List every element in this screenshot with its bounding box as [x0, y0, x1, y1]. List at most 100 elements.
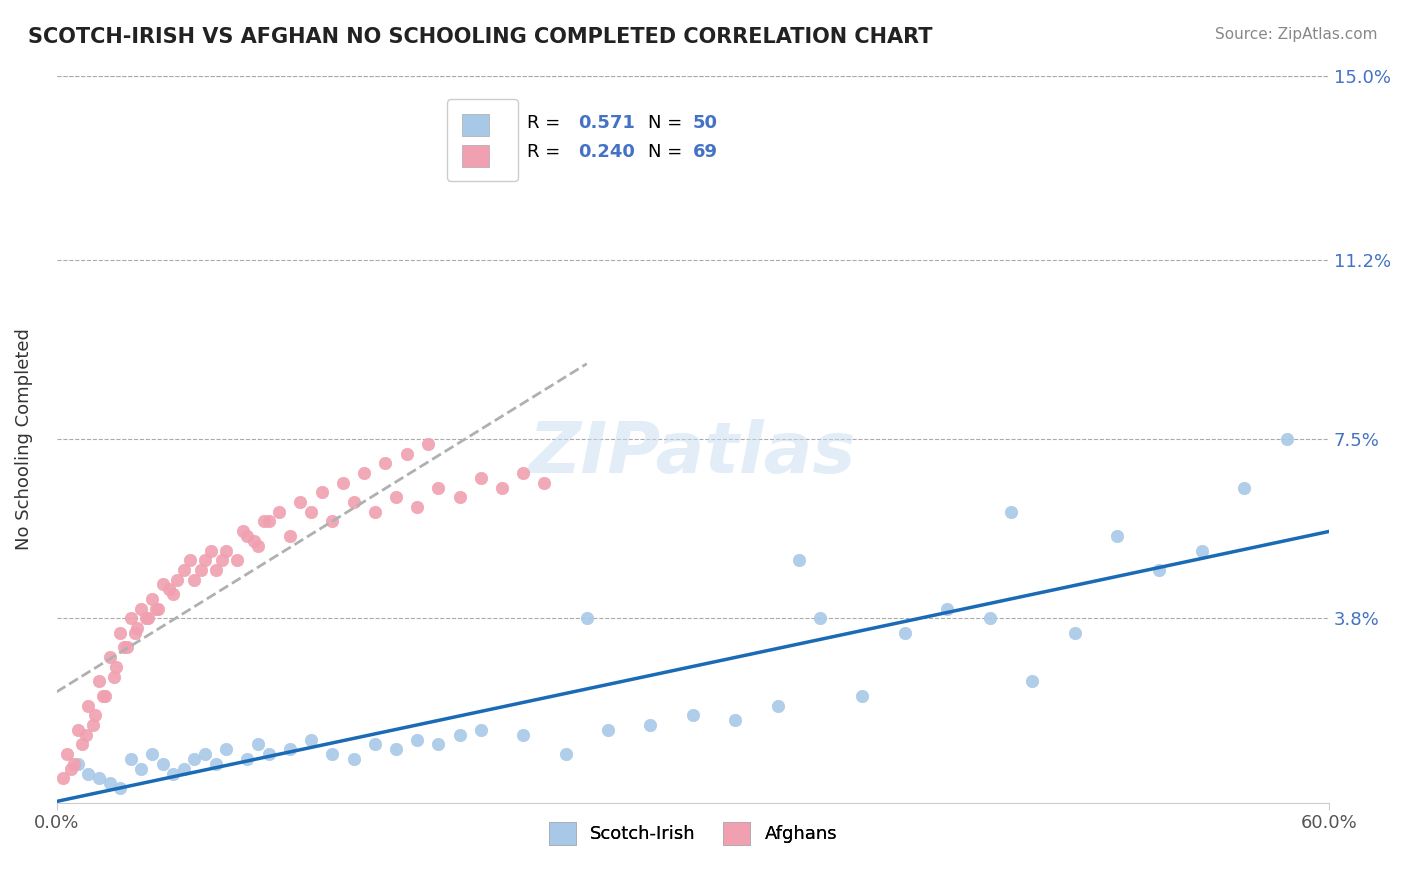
Point [682, 708, 704, 723]
Point [374, 456, 396, 470]
Point [512, 466, 534, 480]
Point [278, 529, 301, 543]
Point [211, 553, 233, 567]
Point [470, 471, 492, 485]
Point [364, 505, 387, 519]
Point [533, 475, 555, 490]
Point [120, 611, 142, 625]
Point [173, 563, 195, 577]
Point [83, 708, 105, 723]
Point [148, 601, 170, 615]
Point [135, 611, 157, 625]
Point [94, 689, 117, 703]
Point [1000, 505, 1022, 519]
Text: 0.240: 0.240 [578, 143, 636, 161]
Point [243, 533, 266, 548]
Point [152, 756, 174, 771]
Point [342, 495, 364, 509]
Point [364, 738, 387, 752]
Text: SCOTCH-IRISH VS AFGHAN NO SCHOOLING COMPLETED CORRELATION CHART: SCOTCH-IRISH VS AFGHAN NO SCHOOLING COMP… [28, 27, 932, 46]
Point [491, 481, 513, 495]
Point [385, 742, 408, 756]
Point [247, 738, 270, 752]
Point [91, 689, 114, 703]
Point [342, 752, 364, 766]
Point [145, 601, 167, 615]
Point [851, 689, 873, 703]
Text: 50: 50 [693, 114, 718, 132]
Point [136, 611, 159, 625]
Text: 69: 69 [693, 143, 718, 161]
Y-axis label: No Schooling Completed: No Schooling Completed [15, 328, 32, 550]
Point [131, 762, 153, 776]
Point [77, 766, 100, 780]
Point [183, 752, 205, 766]
Point [131, 601, 153, 615]
Point [512, 728, 534, 742]
Point [449, 728, 471, 742]
Point [427, 481, 450, 495]
Point [162, 766, 184, 780]
Text: Source: ZipAtlas.com: Source: ZipAtlas.com [1215, 27, 1378, 42]
Point [194, 553, 217, 567]
Point [66, 723, 89, 737]
Point [575, 611, 598, 625]
Point [124, 626, 146, 640]
Point [1233, 481, 1256, 495]
Point [62, 756, 84, 771]
Point [110, 780, 132, 795]
Point [60, 762, 83, 776]
Point [115, 640, 138, 655]
Point [808, 611, 831, 625]
Point [232, 524, 254, 538]
Point [56, 747, 79, 761]
Point [269, 505, 291, 519]
Legend: Scotch-Irish, Afghans: Scotch-Irish, Afghans [541, 815, 844, 852]
Point [406, 500, 429, 514]
Point [114, 640, 136, 655]
Point [179, 553, 201, 567]
Point [152, 577, 174, 591]
Point [204, 756, 226, 771]
Point [1105, 529, 1128, 543]
Point [766, 698, 789, 713]
Point [190, 563, 212, 577]
Point [395, 447, 418, 461]
Point [640, 718, 662, 732]
Point [215, 742, 238, 756]
Point [1275, 432, 1298, 446]
Point [1149, 563, 1171, 577]
Point [470, 723, 492, 737]
Point [449, 490, 471, 504]
Point [332, 475, 354, 490]
Text: R =: R = [527, 143, 567, 161]
Point [166, 573, 188, 587]
Point [894, 626, 917, 640]
Point [103, 669, 125, 683]
Point [141, 592, 163, 607]
Point [416, 437, 439, 451]
Point [141, 747, 163, 761]
Point [278, 742, 301, 756]
Point [110, 626, 132, 640]
Point [236, 529, 259, 543]
Point [257, 747, 280, 761]
Point [936, 601, 959, 615]
Text: N =: N = [648, 114, 689, 132]
Point [87, 674, 110, 689]
Point [75, 728, 97, 742]
Point [299, 505, 322, 519]
Point [979, 611, 1001, 625]
Point [225, 553, 247, 567]
Point [215, 543, 238, 558]
Point [162, 587, 184, 601]
Point [247, 539, 270, 553]
Point [87, 772, 110, 786]
Text: R =: R = [527, 114, 567, 132]
Point [120, 752, 142, 766]
Point [427, 738, 450, 752]
Text: ZIPatlas: ZIPatlas [529, 419, 856, 488]
Point [1063, 626, 1085, 640]
Point [173, 762, 195, 776]
Point [236, 752, 259, 766]
